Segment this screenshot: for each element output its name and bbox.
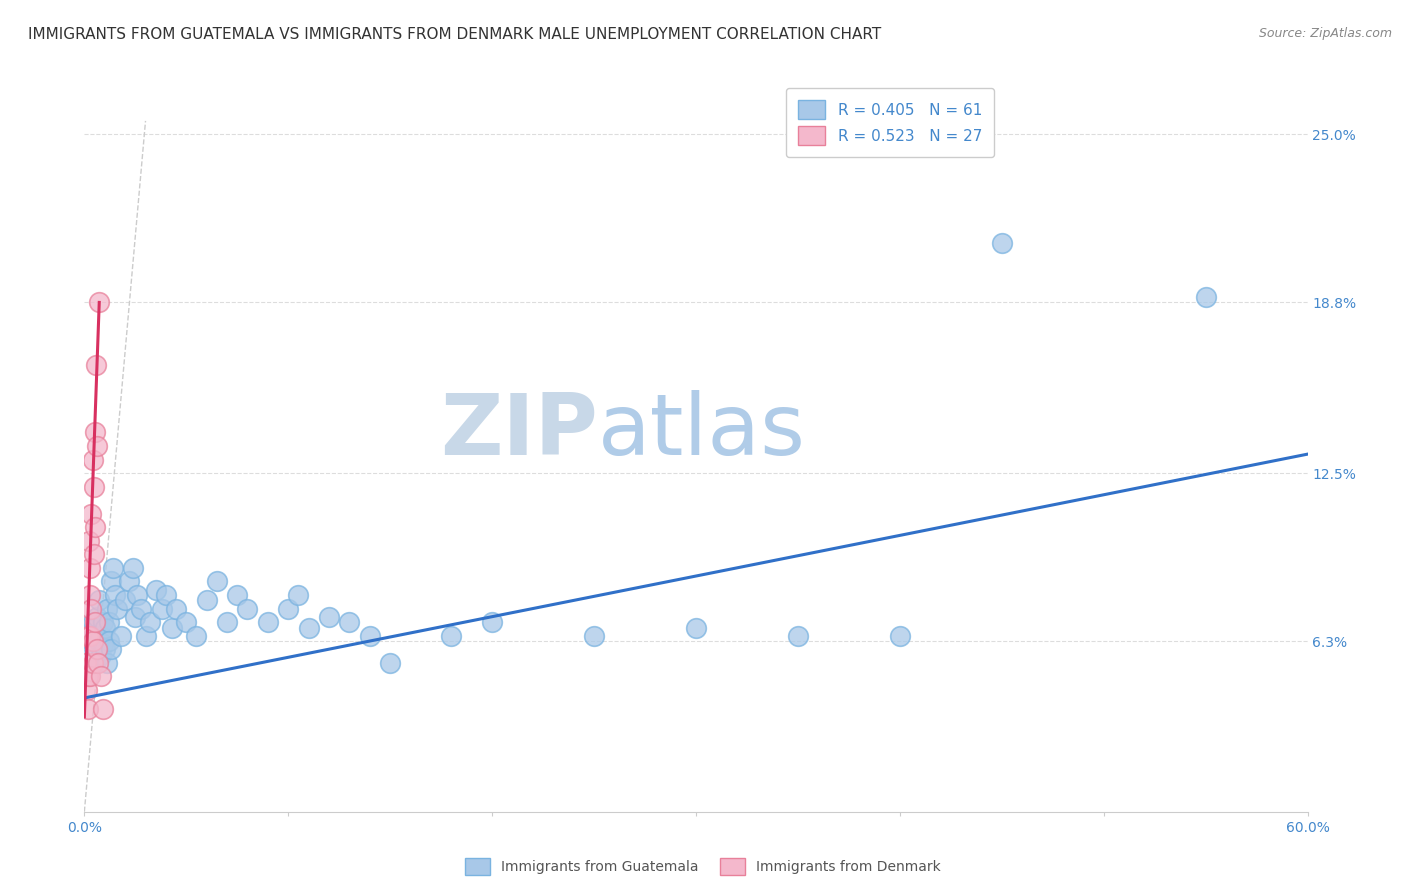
Point: [380, 656, 402, 670]
Point: [79, 533, 101, 548]
Point: [79, 669, 101, 683]
Point: [91, 615, 114, 629]
Point: [87, 295, 110, 310]
Point: [97, 634, 120, 648]
Point: [90, 629, 112, 643]
Point: [583, 629, 606, 643]
Point: [86, 642, 108, 657]
Point: [205, 574, 228, 589]
Point: [91, 702, 114, 716]
Point: [82, 615, 104, 629]
Point: [83, 520, 105, 534]
Point: [889, 629, 911, 643]
Point: [83, 480, 105, 494]
Point: [79, 561, 101, 575]
Point: [83, 615, 105, 629]
Legend: Immigrants from Guatemala, Immigrants from Denmark: Immigrants from Guatemala, Immigrants fr…: [460, 853, 946, 880]
Point: [96, 656, 118, 670]
Point: [86, 642, 108, 657]
Point: [86, 656, 108, 670]
Point: [318, 609, 340, 624]
Point: [100, 642, 122, 657]
Point: [79, 648, 101, 662]
Point: [110, 629, 132, 643]
Point: [87, 634, 110, 648]
Point: [195, 593, 218, 607]
Point: [86, 609, 108, 624]
Point: [217, 615, 239, 629]
Point: [481, 615, 503, 629]
Point: [96, 601, 118, 615]
Point: [82, 634, 104, 648]
Point: [160, 620, 183, 634]
Point: [339, 615, 361, 629]
Point: [91, 637, 114, 651]
Point: [787, 629, 810, 643]
Point: [186, 629, 208, 643]
Text: IMMIGRANTS FROM GUATEMALA VS IMMIGRANTS FROM DENMARK MALE UNEMPLOYMENT CORRELATI: IMMIGRANTS FROM GUATEMALA VS IMMIGRANTS …: [28, 27, 882, 42]
Point: [236, 601, 259, 615]
Point: [104, 588, 127, 602]
Point: [80, 601, 103, 615]
Point: [93, 620, 115, 634]
Point: [257, 615, 280, 629]
Point: [76, 682, 98, 697]
Point: [83, 547, 105, 561]
Point: [124, 609, 146, 624]
Point: [82, 452, 104, 467]
Legend: R = 0.405   N = 61, R = 0.523   N = 27: R = 0.405 N = 61, R = 0.523 N = 27: [786, 88, 994, 157]
Point: [118, 574, 141, 589]
Point: [90, 648, 112, 662]
Point: [87, 593, 110, 607]
Point: [83, 425, 105, 440]
Text: atlas: atlas: [598, 390, 806, 473]
Point: [685, 620, 707, 634]
Point: [174, 615, 197, 629]
Point: [90, 669, 112, 683]
Point: [145, 582, 167, 597]
Point: [155, 588, 177, 602]
Text: Source: ZipAtlas.com: Source: ZipAtlas.com: [1258, 27, 1392, 40]
Point: [83, 656, 105, 670]
Point: [105, 601, 128, 615]
Point: [77, 669, 100, 683]
Point: [1195, 290, 1218, 304]
Point: [277, 601, 299, 615]
Point: [82, 656, 104, 670]
Point: [86, 439, 108, 453]
Point: [135, 629, 157, 643]
Point: [82, 629, 104, 643]
Point: [80, 507, 103, 521]
Point: [122, 561, 145, 575]
Point: [77, 634, 100, 648]
Point: [138, 615, 160, 629]
Point: [298, 620, 321, 634]
Point: [83, 620, 105, 634]
Point: [75, 656, 97, 670]
Point: [440, 629, 463, 643]
Point: [150, 601, 173, 615]
Point: [79, 629, 101, 643]
Point: [131, 601, 153, 615]
Point: [165, 601, 187, 615]
Point: [127, 588, 149, 602]
Point: [79, 588, 101, 602]
Point: [77, 702, 100, 716]
Point: [100, 574, 122, 589]
Point: [93, 642, 115, 657]
Point: [77, 629, 100, 643]
Point: [97, 615, 120, 629]
Point: [359, 629, 381, 643]
Point: [101, 561, 124, 575]
Point: [287, 588, 309, 602]
Point: [991, 235, 1014, 250]
Point: [114, 593, 136, 607]
Point: [84, 358, 107, 372]
Point: [226, 588, 249, 602]
Text: ZIP: ZIP: [440, 390, 598, 473]
